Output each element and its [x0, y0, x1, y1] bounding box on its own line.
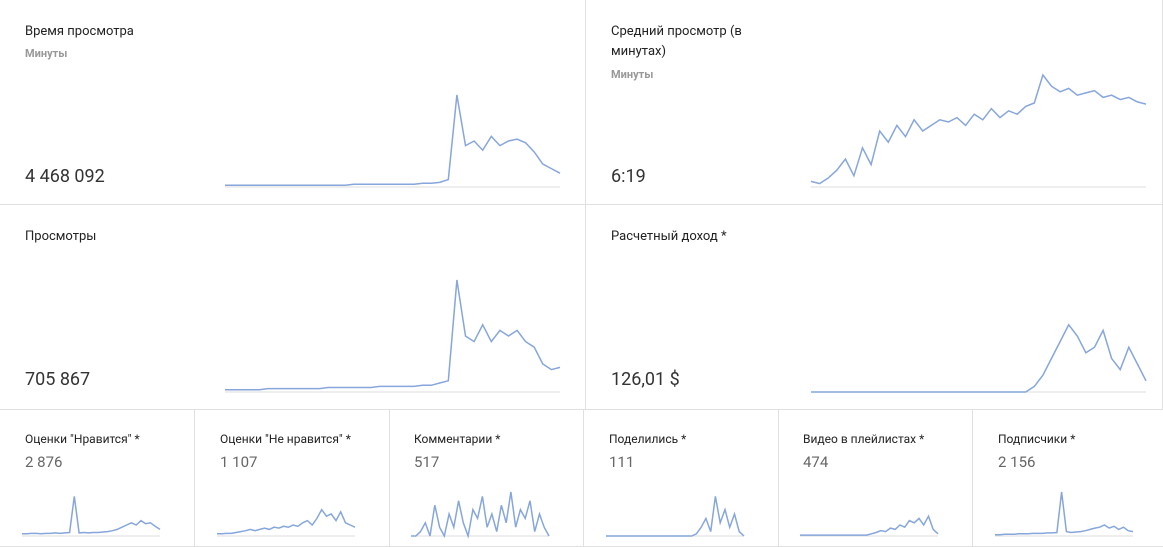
metric-card-small: Поделились * 111: [584, 410, 779, 547]
card-title: Видео в плейлистах *: [803, 432, 925, 446]
metric-card: Расчетный доход * 126,01 $: [586, 205, 1163, 410]
card-title: Оценки "Не нравится" *: [220, 432, 351, 446]
metric-card-small: Подписчики * 2 156: [973, 410, 1163, 547]
metric-card-small: Видео в плейлистах * 474: [778, 410, 973, 547]
card-value: 2 156: [998, 453, 1036, 471]
card-value: 1 107: [220, 453, 258, 471]
card-title: Расчетный доход *: [611, 229, 727, 244]
card-title: Комментарии *: [414, 432, 501, 446]
sparkline: [800, 514, 939, 537]
sparkline: [217, 508, 356, 537]
card-subtitle: Минуты: [611, 68, 654, 81]
sparkline-line: [22, 496, 161, 535]
metric-card: Средний просмотр (в минутах) Минуты 6:19: [586, 0, 1163, 205]
card-title: Подписчики *: [998, 432, 1076, 446]
card-value: 111: [609, 453, 635, 471]
sparkline: [225, 279, 561, 393]
sparkline-line: [606, 496, 745, 537]
sparkline-line: [225, 279, 561, 391]
sparkline: [606, 496, 745, 537]
card-value: 2 876: [25, 453, 63, 471]
card-title: Время просмотра: [25, 24, 134, 39]
card-value: 705 867: [25, 369, 91, 390]
metric-card-small: Оценки "Нравится" * 2 876: [0, 410, 195, 547]
sparkline-line: [995, 491, 1134, 536]
metric-card: Время просмотра Минуты 4 468 092: [0, 0, 586, 205]
card-title: Оценки "Нравится" *: [25, 432, 140, 446]
sparkline-line: [225, 94, 561, 186]
sparkline: [811, 323, 1147, 393]
metric-card: Просмотры 705 867: [0, 205, 586, 410]
card-title: Средний просмотр (в минутах): [611, 24, 742, 59]
card-value: 474: [803, 453, 829, 471]
sparkline-line: [411, 491, 550, 539]
sparkline: [225, 94, 561, 188]
card-value: 6:19: [611, 166, 646, 187]
card-value: 126,01 $: [611, 369, 680, 390]
sparkline: [411, 491, 550, 539]
sparkline-line: [811, 323, 1147, 393]
card-value: 4 468 092: [25, 166, 105, 187]
sparkline-line: [800, 514, 939, 536]
card-value: 517: [414, 453, 440, 471]
sparkline: [810, 73, 1147, 188]
sparkline-line: [217, 508, 356, 535]
card-title: Просмотры: [25, 229, 97, 244]
sparkline: [995, 491, 1134, 537]
metric-card-small: Комментарии * 517: [389, 410, 584, 547]
sparkline-line: [810, 73, 1147, 185]
sparkline: [22, 496, 161, 537]
card-title: Поделились *: [609, 432, 687, 446]
metric-card-small: Оценки "Не нравится" * 1 107: [195, 410, 390, 547]
card-subtitle: Минуты: [25, 47, 68, 60]
